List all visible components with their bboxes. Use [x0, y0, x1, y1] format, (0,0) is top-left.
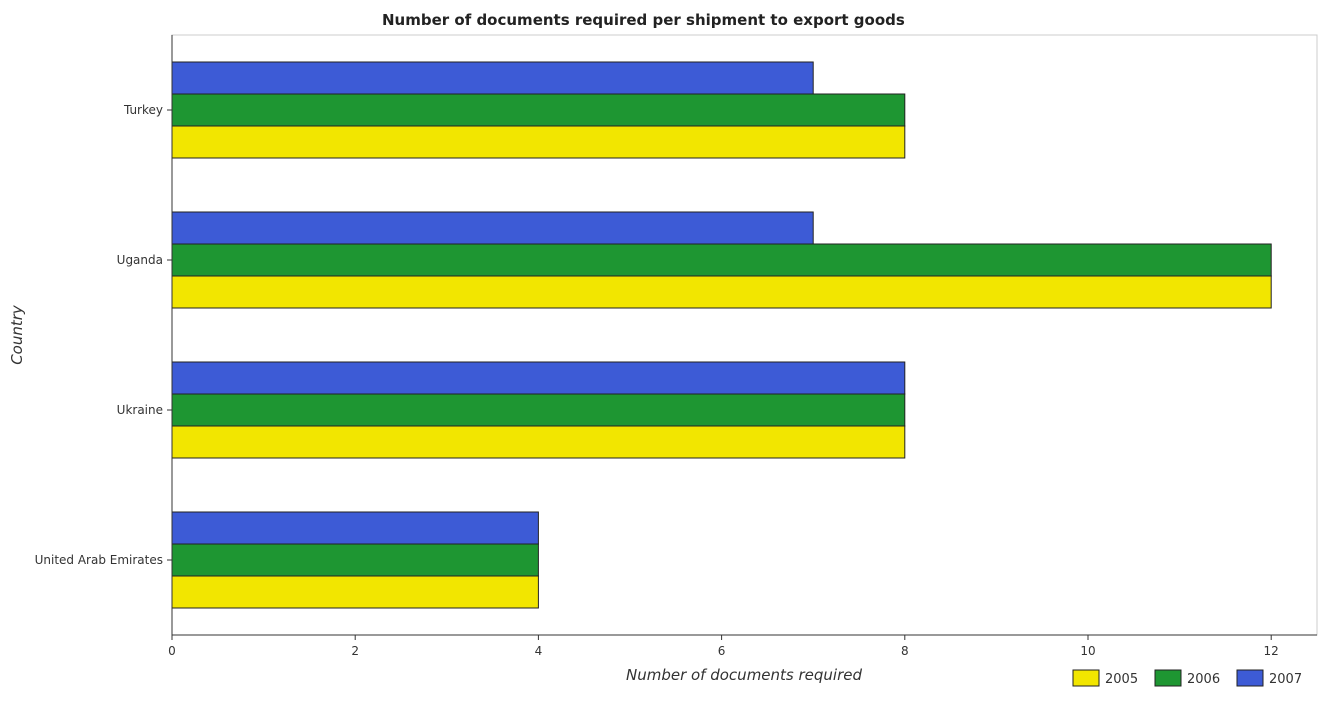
legend: 2005 2006 2007: [1072, 669, 1302, 687]
bar-2005-turkey: [171, 125, 906, 159]
x-tick-label: 12: [1264, 644, 1279, 658]
x-tick-label: 6: [718, 644, 726, 658]
bar-2006-ukraine: [171, 393, 906, 427]
bar-2006-uganda: [171, 243, 1272, 277]
y-tick-label: Ukraine: [117, 403, 163, 417]
x-tick-label: 2: [351, 644, 359, 658]
x-tick-label: 10: [1080, 644, 1095, 658]
bar-2007-ukraine: [171, 361, 906, 395]
bar-2006-united-arab-emirates: [171, 543, 539, 577]
bar-2007-turkey: [171, 61, 814, 95]
x-tick-label: 0: [168, 644, 176, 658]
legend-label-2005: 2005: [1105, 672, 1138, 687]
legend-swatch-2006: [1154, 669, 1182, 687]
y-tick-label: Turkey: [123, 103, 163, 117]
chart-title: Number of documents required per shipmen…: [382, 11, 905, 29]
y-axis-title: Country: [8, 304, 26, 365]
bar-2005-uganda: [171, 275, 1272, 309]
x-tick-label: 8: [901, 644, 909, 658]
bars-group: [171, 61, 1272, 609]
bar-2007-united-arab-emirates: [171, 511, 539, 545]
legend-swatch-2005: [1072, 669, 1100, 687]
legend-label-2006: 2006: [1187, 672, 1220, 687]
bar-2006-turkey: [171, 93, 906, 127]
legend-swatch-2007: [1236, 669, 1264, 687]
y-axis-ticks: Turkey Uganda Ukraine United Arab Emirates: [35, 103, 172, 567]
bar-2007-uganda: [171, 211, 814, 245]
bar-2005-united-arab-emirates: [171, 575, 539, 609]
x-axis-ticks: 0 2 4 6 8 10 12: [168, 635, 1279, 658]
legend-label-2007: 2007: [1269, 672, 1302, 687]
y-tick-label: United Arab Emirates: [35, 553, 163, 567]
x-axis-title: Number of documents required: [626, 666, 863, 684]
x-tick-label: 4: [535, 644, 543, 658]
bar-2005-ukraine: [171, 425, 906, 459]
y-tick-label: Uganda: [117, 253, 163, 267]
